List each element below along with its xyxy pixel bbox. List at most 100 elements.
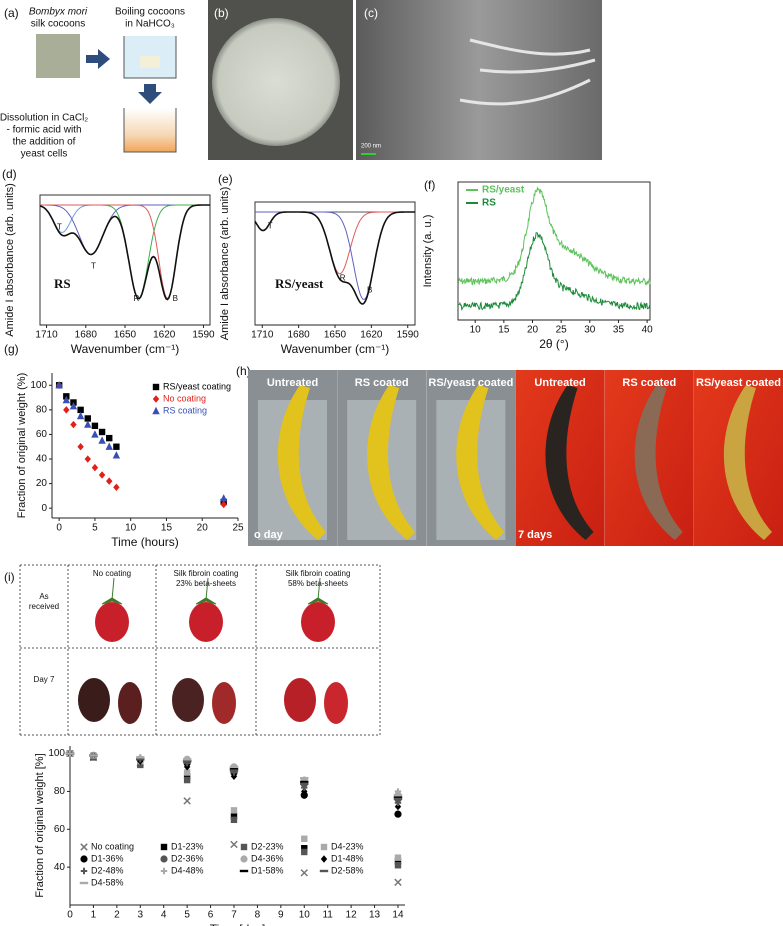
marker [301, 787, 308, 796]
marker [393, 794, 403, 797]
marker [182, 758, 192, 761]
x-tick-label: 13 [369, 910, 381, 921]
legend-label: RS/yeast coating [163, 381, 231, 391]
x-tick-label: 9 [278, 910, 284, 921]
photo-label: RS coated [622, 377, 676, 389]
peak-label: B [173, 294, 178, 303]
arrow [86, 49, 110, 69]
legend-label: RS/yeast [482, 185, 525, 196]
marker [106, 477, 113, 485]
x-tick-label: 1620 [153, 330, 176, 341]
panel-label: (i) [4, 570, 15, 584]
banana [456, 385, 505, 540]
text: silk cocoons [31, 19, 85, 30]
strawberry-half [324, 682, 348, 724]
x-tick-label: 14 [392, 910, 404, 921]
marker [91, 430, 99, 438]
legend-label: No coating [163, 393, 206, 403]
peak-label: T [91, 262, 96, 271]
y-axis-label: Amide I absorbance (arb. units) [4, 183, 16, 336]
marker [229, 769, 239, 772]
marker [152, 383, 160, 391]
marker [394, 799, 402, 806]
stem [195, 577, 217, 605]
marker [160, 867, 168, 875]
column-header: Silk fibroin coating [286, 569, 351, 578]
marker [62, 395, 71, 404]
y-tick-label: 100 [30, 380, 47, 391]
marker [80, 867, 88, 875]
marker [182, 759, 192, 763]
marker [77, 406, 84, 414]
y-tick-label: 40 [54, 862, 66, 873]
stem [307, 577, 329, 605]
x-tick-label: 5 [92, 523, 98, 534]
marker [229, 765, 239, 769]
marker [84, 415, 91, 422]
x-tick-label: 12 [346, 910, 358, 921]
marker [301, 784, 308, 791]
x-tick-label: 10 [470, 325, 482, 336]
x-axis-label: Wavenumber (cm⁻¹) [281, 342, 390, 356]
legend-label: D1-23% [171, 841, 204, 851]
xrd-curve [457, 232, 651, 311]
plot-frame [254, 201, 416, 326]
marker [393, 797, 403, 801]
marker [137, 761, 144, 769]
legend-label: D4-48% [171, 865, 204, 875]
x-tick-label: 4 [161, 910, 167, 921]
panel-label: (a) [4, 6, 19, 20]
x-tick-label: 1680 [288, 330, 311, 341]
marker [230, 807, 238, 814]
marker [300, 782, 309, 786]
marker [300, 776, 309, 780]
fibers [459, 38, 596, 106]
x-tick-label: 5 [184, 910, 190, 921]
banana [367, 385, 416, 540]
x-tick-label: 20 [197, 523, 209, 534]
marker [230, 840, 238, 849]
x-tick-label: 25 [232, 523, 244, 534]
marker [183, 797, 191, 805]
marker [393, 795, 403, 799]
marker [183, 763, 191, 771]
strawberry [189, 602, 223, 642]
x-tick-label: 40 [642, 325, 654, 336]
x-tick-label: 1650 [114, 330, 137, 341]
panel-label: (f) [424, 178, 435, 192]
day-label: 7 days [518, 529, 552, 541]
cocoon-photo [36, 34, 80, 78]
marker [112, 451, 121, 459]
text: Bombyx mori [29, 7, 88, 18]
cocoons [140, 56, 160, 68]
photo-label: Untreated [534, 377, 585, 389]
marker [89, 754, 98, 757]
strawberry [284, 678, 316, 722]
y-tick-label: 60 [36, 429, 48, 440]
marker [136, 756, 145, 759]
marker [160, 855, 168, 863]
x-tick-label: 11 [322, 910, 333, 921]
panel-label: (e) [218, 172, 233, 186]
x-tick-label: 7 [231, 910, 237, 921]
marker [69, 401, 78, 410]
photo-label: RS/yeast coated [428, 377, 513, 389]
row-header: Day 7 [34, 675, 55, 684]
photo-label: RS/yeast coated [696, 377, 781, 389]
y-tick-label: 80 [54, 786, 66, 797]
marker [106, 434, 113, 442]
marker [80, 843, 88, 851]
strawberry [301, 602, 335, 642]
sem-image [356, 0, 602, 160]
x-tick-label: 1590 [397, 330, 420, 341]
y-tick-label: 60 [54, 824, 66, 835]
scale-label: 200 nm [361, 144, 381, 150]
legend-label: D1-48% [331, 853, 364, 863]
marker [300, 791, 308, 799]
marker [105, 442, 113, 450]
marker [394, 878, 402, 887]
x-tick-label: 10 [125, 523, 137, 534]
x-tick-label: 8 [255, 910, 261, 921]
panel-label: (b) [214, 6, 229, 20]
